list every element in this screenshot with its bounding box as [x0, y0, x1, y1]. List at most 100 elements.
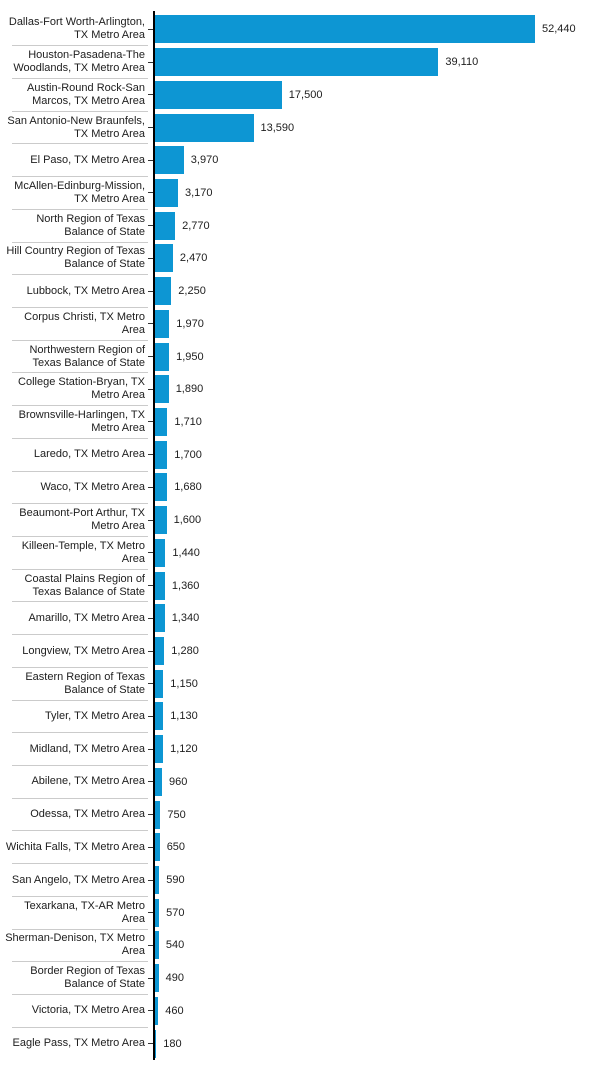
value-label: 1,970 [176, 317, 204, 330]
chart-row: Dallas-Fort Worth-Arlington, TX Metro Ar… [0, 13, 600, 46]
chart-row: Eastern Region of Texas Balance of State… [0, 666, 600, 700]
chart-row: Border Region of Texas Balance of State … [0, 961, 600, 995]
chart-row: Tyler, TX Metro Area 1,130 [0, 699, 600, 733]
axis-tick-icon [148, 192, 153, 194]
bar [155, 48, 439, 77]
chart-row: Odessa, TX Metro Area 750 [0, 797, 600, 831]
bar-area: 1,600 [155, 506, 201, 535]
bar [155, 767, 162, 796]
bar [155, 113, 254, 142]
chart-row: Houston-Pasadena-The Woodlands, TX Metro… [0, 45, 600, 79]
bar [155, 1029, 157, 1058]
value-label: 1,700 [174, 448, 202, 461]
chart-row: Texarkana, TX-AR Metro Area 570 [0, 895, 600, 929]
bar [155, 996, 159, 1025]
bar-area: 1,970 [155, 309, 204, 338]
bar [155, 800, 161, 829]
category-label: Dallas-Fort Worth-Arlington, TX Metro Ar… [8, 16, 145, 42]
bar-area: 2,770 [155, 211, 210, 240]
bar-area: 1,360 [155, 571, 200, 600]
bar-area: 1,950 [155, 342, 204, 371]
chart-row: Laredo, TX Metro Area 1,700 [0, 437, 600, 471]
chart-row: San Antonio-New Braunfels, TX Metro Area… [0, 110, 600, 144]
value-label: 1,340 [171, 612, 200, 625]
category-label: Killeen-Temple, TX Metro Area [21, 539, 145, 565]
chart-row: Eagle Pass, TX Metro Area 180 [0, 1026, 600, 1060]
chart-row: Beaumont-Port Arthur, TX Metro Area 1,60… [0, 503, 600, 537]
chart-row: McAllen-Edinburg-Mission, TX Metro Area … [0, 176, 600, 210]
value-label: 1,280 [171, 645, 199, 658]
bar-area: 39,110 [155, 48, 478, 77]
axis-tick-icon [148, 977, 153, 979]
value-label: 590 [166, 874, 185, 887]
bar [155, 866, 160, 895]
chart-row: Hill Country Region of Texas Balance of … [0, 241, 600, 275]
category-label: San Antonio-New Braunfels, TX Metro Area [7, 114, 145, 140]
category-label: Abilene, TX Metro Area [31, 775, 145, 788]
bar-area: 960 [155, 767, 188, 796]
bar-area: 570 [155, 898, 185, 927]
axis-tick-icon [148, 781, 153, 783]
bar [155, 440, 168, 469]
bar-area: 1,890 [155, 375, 203, 404]
axis-tick-icon [148, 257, 153, 259]
axis-tick-icon [148, 519, 153, 521]
value-label: 540 [165, 939, 185, 952]
chart-row: San Angelo, TX Metro Area 590 [0, 863, 600, 897]
value-label: 1,440 [172, 546, 200, 559]
category-label: North Region of Texas Balance of State [36, 212, 145, 238]
value-label: 3,170 [185, 186, 213, 199]
bar-area: 1,280 [155, 637, 199, 666]
axis-tick-icon [148, 1010, 153, 1012]
bar [155, 375, 169, 404]
value-label: 2,770 [182, 219, 210, 232]
value-label: 180 [163, 1037, 182, 1050]
bar [155, 571, 165, 600]
axis-tick-icon [148, 552, 153, 554]
bar-area: 1,340 [155, 604, 200, 633]
axis-tick-icon [148, 486, 153, 488]
bar [155, 964, 159, 993]
axis-tick-icon [148, 28, 153, 30]
bar-area: 460 [155, 996, 184, 1025]
category-label: Corpus Christi, TX Metro Area [24, 310, 145, 336]
bar-area: 3,170 [155, 178, 213, 207]
bar [155, 669, 164, 698]
value-label: 960 [169, 775, 188, 788]
category-label: Eastern Region of Texas Balance of State [25, 670, 145, 696]
bar [155, 604, 165, 633]
bar-area: 750 [155, 800, 186, 829]
category-label: Brownsville-Harlingen, TX Metro Area [18, 408, 145, 434]
category-label: Houston-Pasadena-The Woodlands, TX Metro… [13, 49, 145, 75]
bar-area: 13,590 [155, 113, 294, 142]
value-label: 490 [165, 972, 184, 985]
bar [155, 342, 170, 371]
category-label: Austin-Round Rock-San Marcos, TX Metro A… [26, 81, 145, 107]
category-label: Longview, TX Metro Area [22, 644, 145, 657]
bar-area: 1,440 [155, 538, 200, 567]
axis-tick-icon [148, 1043, 153, 1045]
value-label: 1,150 [170, 677, 198, 690]
category-label: McAllen-Edinburg-Mission, TX Metro Area [14, 179, 145, 205]
bar [155, 146, 184, 175]
value-label: 1,360 [171, 579, 200, 592]
category-label: Sherman-Denison, TX Metro Area [5, 932, 145, 958]
axis-tick-icon [148, 846, 153, 848]
bar-area: 1,710 [155, 407, 202, 436]
bar-area: 490 [155, 964, 184, 993]
bar [155, 15, 535, 44]
chart-row: North Region of Texas Balance of State 2… [0, 208, 600, 242]
bar [155, 833, 160, 862]
bar-area: 590 [155, 866, 185, 895]
category-label: Amarillo, TX Metro Area [28, 611, 145, 624]
axis-tick-icon [148, 94, 153, 96]
axis-tick-icon [148, 617, 153, 619]
chart-row: El Paso, TX Metro Area 3,970 [0, 143, 600, 177]
axis-tick-icon [148, 356, 153, 358]
chart-row: Amarillo, TX Metro Area 1,340 [0, 601, 600, 635]
bar-area: 180 [155, 1029, 182, 1058]
category-label: Hill Country Region of Texas Balance of … [6, 245, 145, 271]
chart-rows: Dallas-Fort Worth-Arlington, TX Metro Ar… [0, 13, 600, 1060]
category-label: Odessa, TX Metro Area [30, 808, 145, 821]
value-label: 570 [166, 906, 185, 919]
